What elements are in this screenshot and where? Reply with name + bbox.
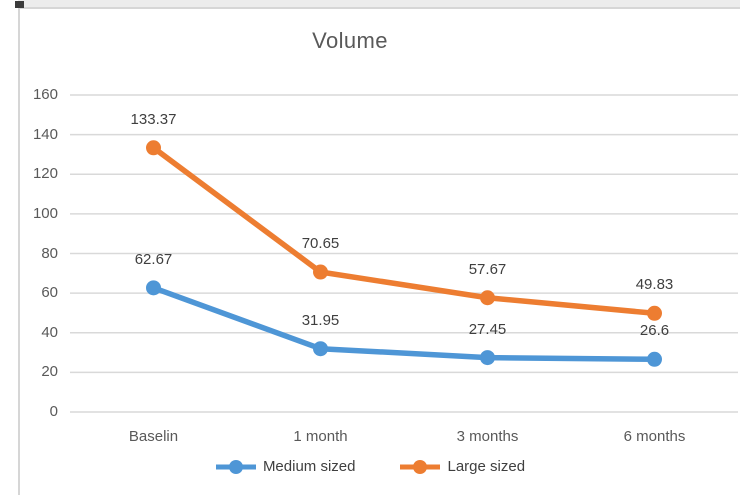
data-label: 70.65 <box>301 235 340 253</box>
y-tick-label: 20 <box>41 363 58 381</box>
series-line-large-sized <box>150 145 658 317</box>
chart-frame-top-border <box>18 7 740 9</box>
chart-frame-left-border <box>18 7 20 495</box>
data-label: 31.95 <box>301 311 340 329</box>
data-label: 62.67 <box>134 250 173 268</box>
data-label: 133.37 <box>130 110 177 128</box>
legend-marker-icon <box>400 459 441 474</box>
data-point-medium-sized <box>146 280 161 296</box>
y-tick-label: 80 <box>41 244 58 262</box>
y-tick-label: 60 <box>41 284 58 302</box>
data-point-medium-sized <box>480 350 495 366</box>
data-label: 26.6 <box>639 322 670 340</box>
legend-marker-icon <box>215 459 256 474</box>
data-point-medium-sized <box>313 341 328 357</box>
window-top-strip <box>18 0 740 7</box>
y-tick-label: 100 <box>32 204 58 222</box>
chart-legend: Medium sized Large sized <box>0 458 740 475</box>
data-point-medium-sized <box>647 351 662 367</box>
legend-item: Large sized <box>399 458 525 475</box>
data-point-large-sized <box>313 264 328 280</box>
series-line-medium-sized <box>150 285 658 363</box>
legend-label: Medium sized <box>262 458 356 475</box>
legend-label: Large sized <box>447 458 526 475</box>
data-point-large-sized <box>146 140 161 156</box>
y-tick-label: 140 <box>32 125 58 143</box>
x-category-label: 6 months <box>623 428 686 445</box>
data-label: 49.83 <box>635 276 674 294</box>
data-point-large-sized <box>647 305 662 321</box>
legend-item: Medium sized <box>215 458 356 475</box>
x-category-label: 3 months <box>456 428 519 445</box>
frame-corner-mark <box>15 1 24 8</box>
chart-title: Volume <box>312 28 388 53</box>
data-label: 27.45 <box>468 320 507 338</box>
y-tick-label: 40 <box>41 323 58 341</box>
y-tick-label: 160 <box>32 86 58 103</box>
x-category-label: 1 month <box>293 428 348 445</box>
data-label: 57.67 <box>468 260 507 278</box>
y-tick-label: 120 <box>32 165 58 183</box>
x-category-label: Baselin <box>128 428 179 445</box>
y-tick-label: 0 <box>49 403 58 420</box>
data-point-large-sized <box>480 290 495 306</box>
